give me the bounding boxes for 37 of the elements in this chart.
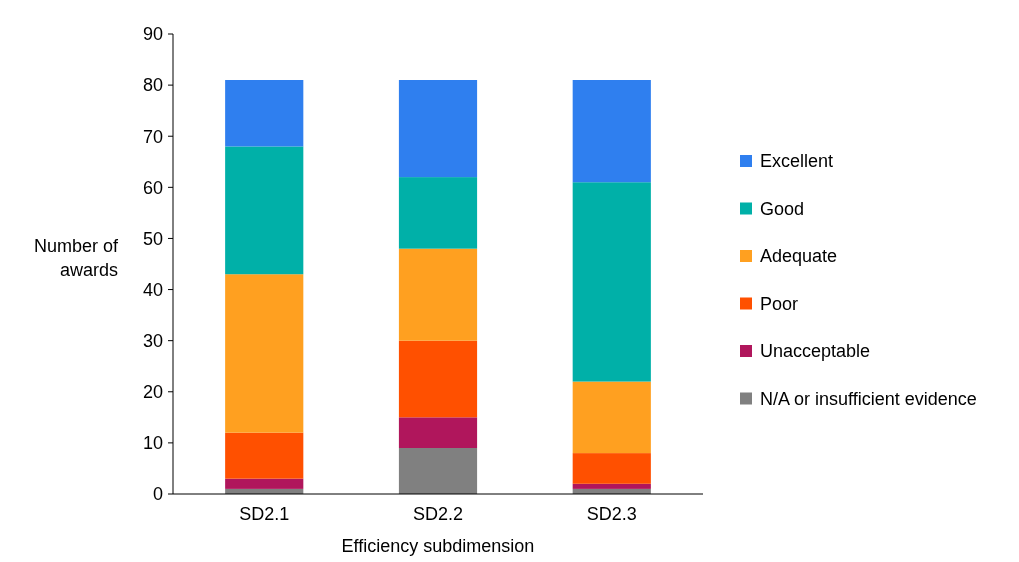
x-tick-label: SD2.2 <box>412 504 464 524</box>
bar <box>398 80 478 178</box>
bar <box>225 432 304 479</box>
bar <box>572 80 651 183</box>
legend-label: Unacceptable <box>760 341 871 362</box>
bar <box>572 381 651 454</box>
bar <box>398 340 478 418</box>
bar <box>398 417 478 448</box>
y-tick-label: 10 <box>142 433 163 454</box>
bar <box>398 177 478 249</box>
x-tick-label: SD2.1 <box>239 504 290 524</box>
x-axis-title: Efficiency subdimension <box>341 536 535 556</box>
legend-label: Excellent <box>760 151 834 172</box>
y-tick-label: 60 <box>142 177 163 198</box>
bar <box>225 478 304 489</box>
bar <box>225 80 304 147</box>
y-tick-label: 40 <box>142 279 163 300</box>
bar <box>225 274 304 433</box>
bar <box>398 448 478 494</box>
bar <box>572 483 651 489</box>
bar <box>572 453 651 484</box>
legend-label: Good <box>760 198 805 219</box>
bar <box>398 248 478 341</box>
legend-label: Poor <box>760 293 799 314</box>
y-tick-label: 50 <box>142 228 163 249</box>
legend-label: N/A or insufficient evidence <box>760 388 977 409</box>
y-tick-label: 70 <box>142 126 163 147</box>
y-tick-label: 20 <box>142 382 163 403</box>
legend-label: Adequate <box>760 246 838 267</box>
y-tick-label: 80 <box>142 75 163 96</box>
x-tick-label: SD2.3 <box>586 504 637 524</box>
y-tick-label: 90 <box>142 24 163 45</box>
bar <box>572 182 651 382</box>
bar <box>225 146 304 275</box>
y-tick-label: 0 <box>152 484 163 505</box>
y-tick-label: 30 <box>142 330 163 351</box>
y-axis-title: Number of awards <box>32 235 118 282</box>
